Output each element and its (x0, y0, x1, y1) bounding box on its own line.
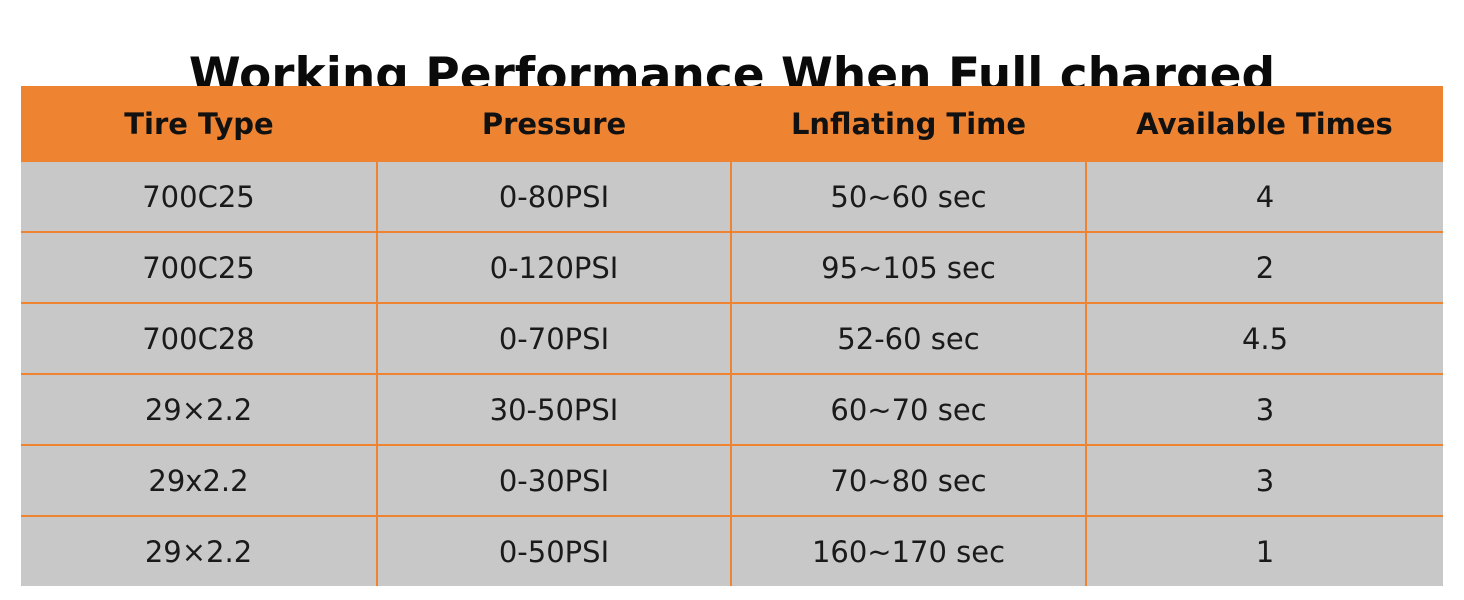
cell-tire-type: 29×2.2 (21, 515, 377, 586)
cell-pressure: 0-70PSI (376, 302, 731, 374)
table-row: 29×2.2 30-50PSI 60~70 sec 3 (21, 373, 1443, 445)
cell-available-times: 4.5 (1085, 302, 1443, 374)
table-body: 700C25 0-80PSI 50~60 sec 4 700C25 0-120P… (21, 162, 1443, 586)
cell-available-times: 4 (1085, 162, 1443, 232)
cell-inflating-time: 95~105 sec (730, 231, 1086, 303)
table-row: 700C25 0-80PSI 50~60 sec 4 (21, 162, 1443, 232)
header-pressure: Pressure (377, 86, 731, 162)
cell-inflating-time: 60~70 sec (730, 373, 1086, 445)
cell-inflating-time: 52-60 sec (730, 302, 1086, 374)
cell-inflating-time: 70~80 sec (730, 444, 1086, 516)
cell-tire-type: 700C25 (21, 162, 377, 232)
cell-tire-type: 29x2.2 (21, 444, 377, 516)
cell-pressure: 0-30PSI (376, 444, 731, 516)
cell-pressure: 30-50PSI (376, 373, 731, 445)
cell-pressure: 0-80PSI (376, 162, 731, 232)
performance-table: Tire Type Pressure Lnflating Time Availa… (21, 86, 1443, 586)
cell-available-times: 3 (1085, 444, 1443, 516)
cell-inflating-time: 160~170 sec (730, 515, 1086, 586)
table-row: 700C28 0-70PSI 52-60 sec 4.5 (21, 302, 1443, 374)
table-row: 29×2.2 0-50PSI 160~170 sec 1 (21, 515, 1443, 586)
header-inflating-time: Lnflating Time (731, 86, 1086, 162)
cell-tire-type: 700C25 (21, 231, 377, 303)
cell-available-times: 1 (1085, 515, 1443, 586)
cell-tire-type: 700C28 (21, 302, 377, 374)
table-header: Tire Type Pressure Lnflating Time Availa… (21, 86, 1443, 162)
cell-pressure: 0-50PSI (376, 515, 731, 586)
table-row: 29x2.2 0-30PSI 70~80 sec 3 (21, 444, 1443, 516)
table-row: 700C25 0-120PSI 95~105 sec 2 (21, 231, 1443, 303)
cell-available-times: 3 (1085, 373, 1443, 445)
cell-tire-type: 29×2.2 (21, 373, 377, 445)
header-available-times: Available Times (1086, 86, 1443, 162)
header-row: Tire Type Pressure Lnflating Time Availa… (21, 86, 1443, 162)
cell-pressure: 0-120PSI (376, 231, 731, 303)
cell-available-times: 2 (1085, 231, 1443, 303)
cell-inflating-time: 50~60 sec (730, 162, 1086, 232)
header-tire-type: Tire Type (21, 86, 377, 162)
